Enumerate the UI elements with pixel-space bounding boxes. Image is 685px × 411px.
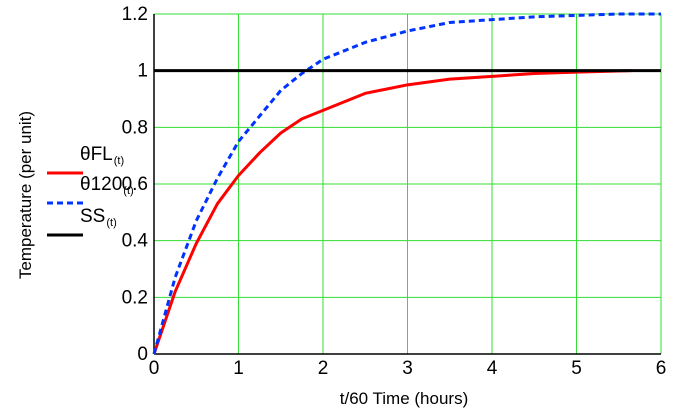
legend-subscript: (t) [114,155,124,167]
legend-item-1: θFL (t) [47,144,124,175]
y-tick-label: 0.2 [122,287,148,308]
y-axis-label: Temperature (per unit) [16,111,35,279]
legend-label: SS [80,206,105,227]
y-tick-label: 0.4 [122,231,149,252]
series-layer [152,12,661,355]
y-tick-label: 1 [137,61,148,82]
x-tick-label: 2 [318,358,329,379]
series-line-2 [152,12,661,355]
y-tick-label: 1.2 [122,4,148,25]
x-tick-label: 5 [571,358,582,379]
legend-subscript: (t) [123,185,133,197]
x-tick-label: 0 [149,358,160,379]
x-axis-label: t/60 Time (hours) [340,389,469,408]
series-line-1 [152,69,632,355]
x-tick-label: 3 [402,358,413,379]
x-tick-label: 6 [656,358,667,379]
legend-subscript: (t) [106,217,116,229]
legend-label: θ120 [80,174,122,195]
legend-label: θFL [80,144,113,165]
labels-layer: t/60 Time (hours) Temperature (per unit) [16,111,468,408]
y-tick-label: 0.8 [122,117,148,138]
grid-layer [154,13,662,354]
y-tick-label: 0.6 [122,174,148,195]
legend-item-3: SS (t) [47,206,117,237]
ticks-layer: 0 1 2 3 4 5 6 0 0.2 0.4 0.6 0.8 1 1.2 [122,4,667,379]
legend: θFL (t)θ120 (t)SS (t) [47,144,134,237]
x-tick-label: 1 [233,358,244,379]
y-tick-label: 0 [137,344,148,365]
legend-item-2: θ120 (t) [47,174,134,205]
x-tick-label: 4 [487,358,498,379]
